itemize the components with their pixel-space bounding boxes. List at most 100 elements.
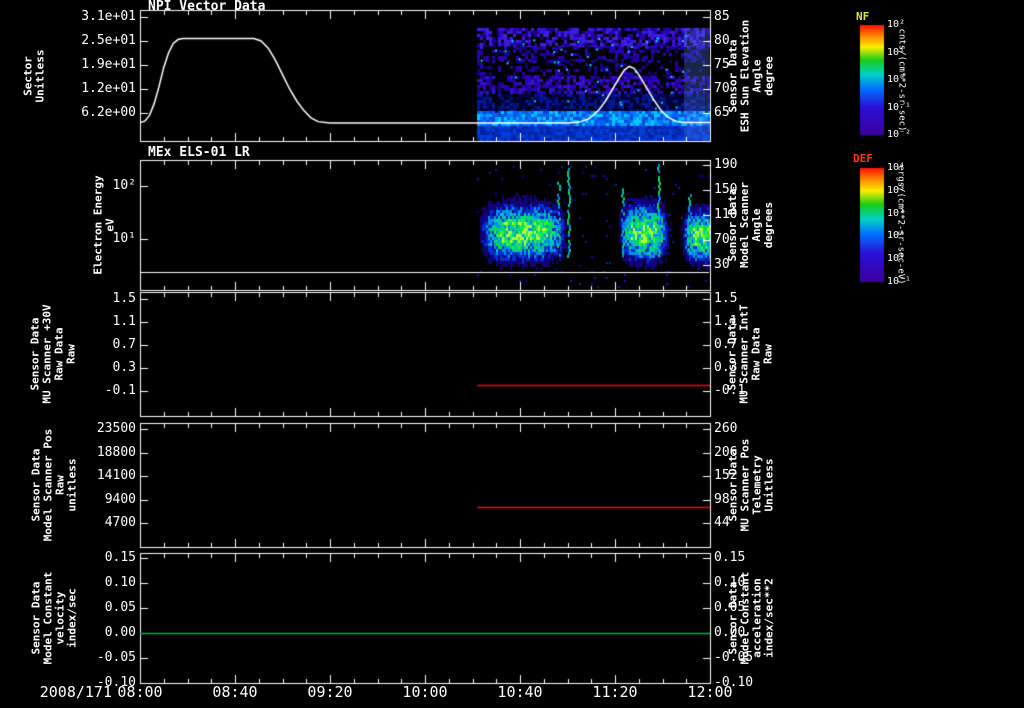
panel3-ytick-left: 1.1 bbox=[112, 314, 136, 329]
axis-label-line: Raw bbox=[65, 344, 78, 364]
panel3-ytick-right: 0.7 bbox=[714, 337, 738, 352]
panel5-ytick-right: -0.05 bbox=[714, 650, 754, 665]
x-axis-tick-label: 10:40 bbox=[497, 683, 543, 701]
axis-label-line: Unitless bbox=[762, 458, 775, 512]
panel1-ytick-left: 2.5e+01 bbox=[81, 33, 136, 48]
axis-label-line: Model Scanner Pos bbox=[41, 428, 54, 542]
x-axis-tick-label: 11:20 bbox=[592, 683, 638, 701]
panel2-title: MEx ELS-01 LR bbox=[148, 145, 250, 160]
colorbar2-tick-label: 10⁰ bbox=[887, 253, 906, 265]
axis-label-line: index/sec**2 bbox=[762, 578, 775, 658]
colorbar2-tick-label: 10¹ bbox=[887, 230, 906, 242]
panel4-ytick-left: 23500 bbox=[96, 421, 136, 436]
axis-label-line: Unitless bbox=[33, 49, 47, 102]
colorbar2-tick-label: 10⁻¹ bbox=[887, 276, 912, 287]
panel1-ytick-right: 75 bbox=[714, 57, 730, 72]
panel1-ytick-right: 85 bbox=[714, 9, 730, 24]
axis-label-line: velocity bbox=[53, 591, 66, 645]
colorbar1-tick-label: 10⁻¹ bbox=[887, 101, 912, 113]
axis-label-line: unitless bbox=[65, 458, 78, 512]
panel3-ytick-left: 1.5 bbox=[112, 291, 136, 306]
axis-label-line: MU Scanner Pos bbox=[738, 438, 751, 532]
colorbar1-tick-label: 10⁰ bbox=[887, 74, 906, 85]
colorbar2-title: DEF bbox=[853, 152, 873, 165]
panel3-ytick-left: -0.1 bbox=[104, 383, 136, 398]
panel5-ytick-left: -0.05 bbox=[96, 650, 136, 665]
panel1-ytick-left: 6.2e+00 bbox=[81, 105, 136, 120]
panel5-ytick-right: 0.05 bbox=[714, 600, 746, 615]
x-axis-tick-label: 08:00 bbox=[117, 683, 163, 701]
panel4-ytick-right: 44 bbox=[714, 515, 730, 530]
panel4-ytick-right: 260 bbox=[714, 421, 738, 436]
panel1-right-axis-label: Sensor Data ESH Sun Elevation Angle degr… bbox=[726, 10, 775, 141]
panel4-ytick-left: 9400 bbox=[104, 491, 136, 507]
x-axis-tick-label: 09:20 bbox=[307, 683, 353, 701]
panel4-ytick-left: 18800 bbox=[96, 444, 136, 460]
x-axis-tick-label: 12:00 bbox=[687, 683, 733, 701]
axis-label-line: Sector bbox=[21, 55, 35, 96]
panel2-ytick-right: 70 bbox=[714, 232, 730, 247]
panel5-ytick-right: -0.10 bbox=[714, 675, 754, 690]
panel5-ytick-left: 0.05 bbox=[104, 600, 136, 615]
panel3-ytick-left: 0.7 bbox=[112, 337, 136, 352]
axis-label-line: Sensor Data bbox=[29, 448, 42, 522]
panel3-ytick-right: 0.3 bbox=[714, 360, 738, 375]
axis-label-line: Model Constant bbox=[41, 571, 54, 665]
panel1-ytick-left: 3.1e+01 bbox=[81, 9, 136, 24]
panel5-ytick-left: 0.15 bbox=[104, 550, 136, 565]
panel2-ytick-left: 10² bbox=[112, 178, 136, 193]
panel5-left-axis-label: Sensor Data Model Constant velocity inde… bbox=[29, 553, 78, 683]
axis-label-line: Raw bbox=[762, 344, 775, 364]
axis-label-line: degree bbox=[762, 55, 775, 96]
panel4-ytick-right: 98 bbox=[714, 491, 730, 507]
panel1-left-axis-label: Sector Unitless bbox=[21, 10, 47, 141]
axis-label-line: ESH Sun Elevation bbox=[738, 19, 751, 132]
axis-label-line: degrees bbox=[762, 201, 775, 249]
axis-label-line: Sensor Data bbox=[29, 581, 42, 655]
axis-label-line: Angle bbox=[750, 58, 763, 93]
colorbar1-title: NF bbox=[856, 10, 870, 23]
panel3-ytick-left: 0.3 bbox=[112, 360, 136, 375]
panel4-ytick-right: 152 bbox=[714, 468, 738, 483]
panel3-ytick-right: -0.1 bbox=[714, 383, 746, 398]
panel4-right-axis-label: Sensor Data MU Scanner Pos Telemetry Uni… bbox=[726, 423, 775, 547]
axis-label-line: index/sec bbox=[65, 588, 78, 648]
panel3-ytick-right: 1.1 bbox=[714, 314, 738, 329]
panel5-ytick-left: 0.10 bbox=[104, 575, 136, 590]
panel4-ytick-left: 14100 bbox=[96, 468, 136, 483]
panel1-ytick-left: 1.2e+01 bbox=[81, 81, 136, 96]
panel2-ytick-left: 10¹ bbox=[112, 231, 136, 246]
panel2-ytick-right: 190 bbox=[714, 157, 738, 172]
panel2-ytick-right: 30 bbox=[714, 257, 730, 272]
panel2-ytick-right: 150 bbox=[714, 182, 738, 197]
panel4-ytick-left: 4700 bbox=[104, 515, 136, 530]
panel1-title: NPI Vector Data bbox=[148, 0, 266, 14]
colorbar2-tick-label: 10⁴ bbox=[887, 162, 906, 173]
colorbar2-tick-label: 10² bbox=[887, 207, 906, 219]
colorbar1-tick-label: 10¹ bbox=[887, 46, 906, 58]
panel5-ytick-left: -0.10 bbox=[96, 675, 136, 690]
x-axis-date-label: 2008/171 bbox=[39, 683, 112, 701]
panel4-ytick-right: 206 bbox=[714, 444, 738, 460]
panel4-left-axis-label: Sensor Data Model Scanner Pos Raw unitle… bbox=[29, 423, 78, 547]
panel3-left-axis-label: Sensor Data MU Scanner +30V Raw Data Raw bbox=[29, 292, 78, 416]
panel5-ytick-right: 0.10 bbox=[714, 575, 746, 590]
panel5-ytick-right: 0.15 bbox=[714, 550, 746, 565]
panel5-ytick-right: 0.00 bbox=[714, 625, 746, 640]
panel3-ytick-right: 1.5 bbox=[714, 291, 738, 306]
panel1-ytick-right: 70 bbox=[714, 81, 730, 96]
panel2-right-axis-label: Sensor Data Model Scanner Angle degrees bbox=[726, 160, 775, 290]
colorbar1-tick-label: 10⁻² bbox=[887, 129, 912, 140]
panel5-ytick-left: 0.00 bbox=[104, 625, 136, 640]
panel2-ytick-right: 110 bbox=[714, 207, 738, 222]
axis-label-line: Raw bbox=[53, 475, 66, 495]
x-axis-tick-label: 08:40 bbox=[212, 683, 258, 701]
panel1-ytick-right: 80 bbox=[714, 33, 730, 48]
axis-label-line: Telemetry bbox=[750, 455, 763, 515]
axis-label-line: ergs/(cm**2-sr-sec-eV) bbox=[896, 165, 906, 285]
colorbar2-tick-label: 10³ bbox=[887, 184, 906, 196]
panel1-ytick-right: 65 bbox=[714, 105, 730, 120]
colorbar1-tick-label: 10² bbox=[887, 19, 906, 30]
